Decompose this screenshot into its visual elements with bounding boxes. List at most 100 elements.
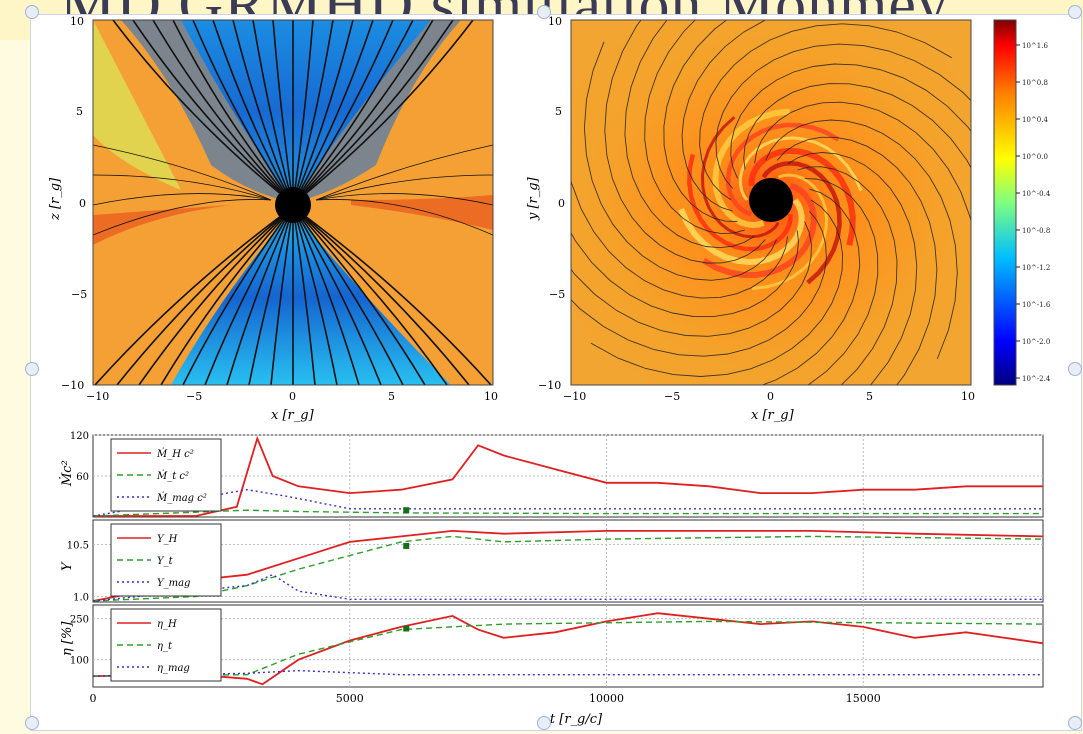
field-line [226,216,290,385]
field-line [182,216,287,385]
streamline [743,83,971,170]
streamline [681,20,767,212]
legend-label: η_H [157,619,177,630]
resize-handle-right[interactable] [1068,362,1082,376]
streamline [699,23,952,201]
left-ytick-m10: −10 [61,379,84,392]
left-ytick-m5: −5 [71,288,87,301]
field-line [112,20,281,194]
xtick-label: 5000 [336,692,364,705]
ylabel: η [%] [60,621,75,656]
field-line [301,20,414,194]
field-line [252,20,291,194]
field-line [315,144,493,201]
legend: Υ_H Υ_t Υ_mag [110,523,222,597]
streamline [765,119,958,360]
streamline [583,41,778,281]
streamline [776,136,938,385]
legend-label: Ṁ_mag c² [156,492,207,504]
right-xtick-m5: −5 [664,390,680,403]
colorbar: 10^1.6 10^0.8 10^0.4 10^0.0 10^-0.4 10^-0.8 10… [993,19,1051,386]
field-line [301,216,426,385]
field-line [299,216,404,385]
field-line [93,174,272,201]
legend-label: η_t [157,641,173,652]
colorbar-tick-label: 10^-0.4 [1022,190,1051,198]
streamline [571,230,799,318]
legend-label: Ṁ_t c² [156,470,189,482]
resize-handle-bottom[interactable] [537,716,551,730]
field-line [296,20,354,194]
field-line [302,20,434,194]
left-xlabel: x [r_g] [271,408,315,423]
figure-canvas: 10 5 0 −5 −10 −10 −5 0 5 10 x [r_g] z [r… [48,15,1051,727]
series-line [92,535,1044,602]
field-line [232,20,290,194]
ytick-label: 60 [76,472,89,483]
streamline [761,188,861,385]
xtick-label: 0 [90,692,97,705]
legend-label: η_mag [157,663,190,674]
right-xlabel: x [r_g] [751,408,795,423]
right-xtick-0: 0 [767,390,774,403]
field-line [93,144,272,201]
field-line [304,20,454,194]
series-line [92,573,1043,602]
left-xtick-m10: −10 [86,390,109,403]
series-line [92,612,1044,686]
colorbar-tick-label: 10^0.8 [1022,79,1048,87]
field-line [192,20,287,194]
field-line [172,20,285,194]
left-ytick-5: 5 [76,105,83,118]
resize-handle-left[interactable] [25,362,39,376]
legend: Ṁ_H c² Ṁ_t c² Ṁ_mag c² [110,438,222,512]
left-ytick-0: 0 [79,197,86,210]
spiral-arm [751,173,829,290]
streamline [663,20,738,222]
streamline [754,101,971,224]
legend: η_H η_t η_mag [110,608,222,682]
ylabel: Υ [60,561,75,571]
spiral-arm [700,116,780,239]
resize-handle-top-right[interactable] [1068,5,1082,19]
field-line [204,216,288,385]
spiral-arm [738,136,863,201]
spiral-arm [725,122,840,217]
streamline [590,199,844,377]
legend-label: Υ_mag [157,578,190,589]
field-line [152,20,284,194]
equatorial-panel: 10 5 0 −5 −10 −10 −5 0 5 10 x [r_g] y [r… [526,15,975,423]
ytick-label: 100 [70,656,89,667]
field-line [132,20,282,194]
streamline [644,20,745,235]
field-line [138,216,284,385]
time-marker [403,507,410,514]
field-line [302,216,448,385]
field-line [305,20,474,194]
resize-handle-top[interactable] [537,5,551,19]
streamline [624,20,755,249]
resize-handle-top-left[interactable] [25,5,39,19]
field-line [93,199,272,236]
plot-frame [92,434,1044,518]
streamline [571,178,789,299]
ytick-label: 1.0 [73,593,89,604]
streamline [604,20,766,264]
resize-handle-bottom-right[interactable] [1068,716,1082,730]
colorbar-tick-label: 10^0.0 [1022,153,1048,161]
spiral-arm [712,108,791,229]
colorbar-tick-label: 10^0.4 [1022,116,1048,124]
time-marker [403,625,410,632]
spiral-arm [678,198,805,266]
legend-label: Ṁ_H c² [156,448,194,460]
field-line [293,20,314,194]
field-line [270,216,293,385]
field-line [298,216,382,385]
legend-label: Υ_H [157,534,178,545]
streamline [571,221,812,337]
series-line [92,620,1044,677]
field-line [295,216,338,385]
colorbar-tick-label: 10^-1.6 [1022,301,1051,309]
resize-handle-bottom-left[interactable] [25,716,39,730]
